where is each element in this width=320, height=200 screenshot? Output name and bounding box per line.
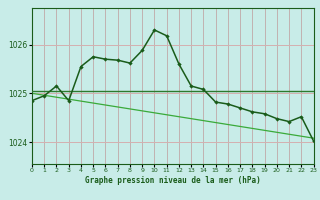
X-axis label: Graphe pression niveau de la mer (hPa): Graphe pression niveau de la mer (hPa): [85, 176, 261, 185]
